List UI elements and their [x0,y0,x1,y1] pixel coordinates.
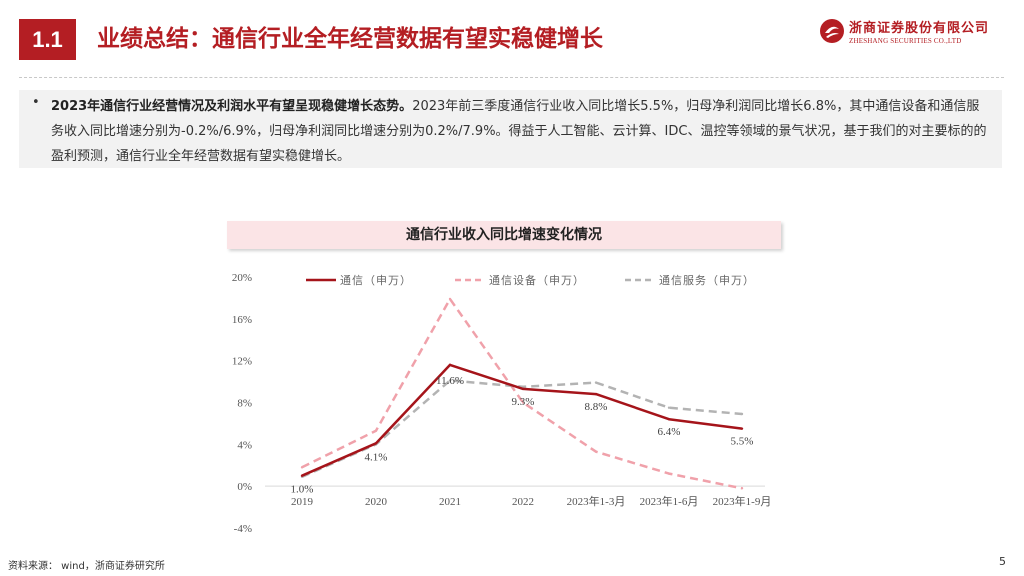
page-title: 业绩总结：通信行业全年经营数据有望实稳健增长 [97,26,603,52]
data-point [740,487,744,490]
x-axis-tick-label: 2020 [365,496,388,508]
data-label: 4.1% [365,451,388,463]
data-label: 8.8% [585,401,608,413]
data-label: 5.5% [731,436,754,448]
bullet-point: • [32,95,40,110]
data-point [740,412,744,416]
data-label: 9.3% [512,396,535,408]
x-axis-tick-label: 2019 [291,496,314,508]
data-point [521,387,525,391]
y-axis-tick-label: 12% [232,356,252,368]
data-point [300,466,304,469]
y-axis-tick-label: 4% [237,439,252,451]
summary-text: 2023年通信行业经营情况及利润水平有望呈现稳健增长态势。2023年前三季度通信… [51,94,991,169]
header-divider [19,77,1004,79]
y-axis-tick-label: 8% [237,398,252,410]
data-label: 11.6% [436,375,464,387]
data-point [374,429,378,432]
data-point [521,401,525,404]
summary-body: 2023年前三季度通信行业收入同比增长5.5%，归母净利润同比增长6.8%，其中… [51,99,987,164]
x-axis-tick-label: 2023年1-3月 [567,494,626,508]
summary-box: • 2023年通信行业经营情况及利润水平有望呈现稳健增长态势。2023年前三季度… [19,90,1002,168]
legend-label: 通信服务（申万） [659,274,755,287]
chart-title: 通信行业收入同比增速变化情况 [227,221,781,249]
x-axis-tick-label: 2022 [512,496,534,508]
data-point [594,450,598,453]
data-point [448,363,452,367]
section-number-badge: 1.1 [19,19,76,60]
legend-label: 通信设备（申万） [489,273,585,287]
summary-lead: 2023年通信行业经营情况及利润水平有望呈现稳健增长态势。 [51,99,413,114]
data-label: 6.4% [658,426,681,438]
y-axis-tick-label: 0% [237,481,252,493]
x-axis-tick-label: 2023年1-6月 [640,494,699,508]
data-point [374,442,378,445]
data-point [740,427,744,430]
data-point [594,392,598,396]
data-source-note: 资料来源： wind，浙商证券研究所 [8,561,165,572]
company-logo-icon [820,19,844,43]
y-axis-tick-label: -4% [234,523,252,535]
data-point [448,379,452,382]
company-logo: 浙商证券股份有限公司 ZHESHANG SECURITIES CO.,LTD [819,16,999,50]
data-point [594,381,598,384]
x-axis-tick-label: 2023年1-9月 [713,494,772,508]
logo-company-name-en: ZHESHANG SECURITIES CO.,LTD [849,37,962,45]
x-axis-tick-label: 2021 [439,496,461,508]
data-point [667,406,671,409]
legend-label: 通信（申万） [340,274,412,287]
data-point [667,472,671,475]
page-number: 5 [999,555,1006,568]
y-axis-tick-label: 16% [232,314,252,326]
logo-company-name-cn: 浙商证券股份有限公司 [849,21,990,36]
data-point [448,297,452,301]
data-point [300,474,304,477]
data-label: 1.0% [291,484,314,496]
y-axis-tick-label: 20% [232,272,252,284]
data-point [667,418,671,421]
